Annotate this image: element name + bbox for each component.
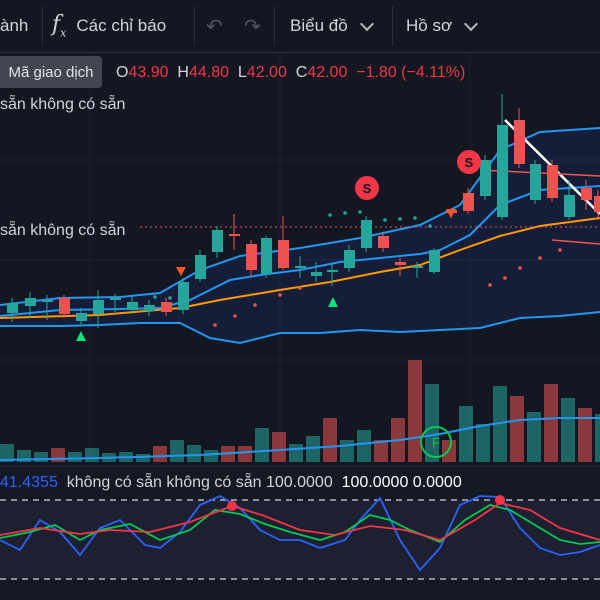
- candle: [581, 180, 592, 210]
- candle: [564, 180, 575, 220]
- sell-signal-triangle[interactable]: [446, 209, 456, 218]
- oscillator-value-blue: 41.4355: [0, 474, 58, 491]
- candle: [278, 216, 289, 270]
- candle: [395, 258, 406, 276]
- candle: [295, 256, 306, 278]
- candle: [178, 278, 189, 314]
- candle: [311, 262, 322, 282]
- candle: [42, 295, 53, 320]
- sell-marker[interactable]: S: [457, 150, 481, 174]
- candle: [59, 295, 70, 318]
- candle: [327, 264, 338, 286]
- function-icon: fx: [52, 12, 67, 40]
- candle: [429, 248, 440, 274]
- signal-circle-marker[interactable]: F: [420, 426, 452, 458]
- top-toolbar: ành fx Các chỉ báo ↶ ↷ Biểu đồ Hồ sơ: [0, 0, 600, 53]
- high-value: 44.80: [188, 64, 229, 81]
- candle: [547, 160, 558, 202]
- svg-text:S: S: [363, 181, 372, 196]
- undo-icon[interactable]: ↶: [206, 15, 223, 38]
- oscillator-peak-marker: [495, 495, 505, 505]
- indicators-button[interactable]: fx Các chỉ báo: [52, 4, 166, 48]
- open-value: 43.90: [128, 64, 169, 81]
- oscillator-peak-marker: [227, 501, 237, 511]
- study-status-2: sẵn không có sẵn: [0, 222, 126, 239]
- profile-menu-button[interactable]: Hồ sơ: [406, 4, 479, 48]
- symbol-button-label: Mã giao dịch: [8, 63, 94, 81]
- oscillator-text-a: không có sẵn không có sẵn 100.0000: [66, 474, 333, 491]
- candle: [497, 94, 508, 220]
- open-key: O: [116, 64, 129, 81]
- high-key: H: [177, 64, 189, 81]
- symbol-button[interactable]: Mã giao dịch: [0, 56, 102, 88]
- candle: [480, 155, 491, 200]
- candle: [7, 298, 18, 322]
- oscillator-green-line: [0, 504, 600, 545]
- toolbar-first-button[interactable]: ành: [0, 4, 28, 48]
- chart-menu-label: Biểu đồ: [290, 16, 348, 35]
- candle: [463, 188, 474, 214]
- study-status-1: sẵn không có sẵn: [0, 96, 126, 113]
- candle: [530, 160, 541, 204]
- candle: [144, 300, 155, 316]
- buy-signal-triangle[interactable]: [76, 331, 86, 341]
- bollinger-middle-line: [0, 185, 600, 317]
- profile-menu-label: Hồ sơ: [406, 16, 453, 35]
- close-key: C: [295, 64, 308, 81]
- close-value: 42.00: [307, 64, 348, 81]
- candle: [110, 294, 121, 312]
- chevron-down-icon: [359, 16, 374, 31]
- candle: [378, 232, 389, 252]
- candle: [361, 216, 372, 252]
- oscillator-legend: 41.4355 không có sẵn không có sẵn 100.00…: [0, 474, 462, 492]
- candle: [76, 308, 87, 326]
- toolbar-separator: [392, 6, 393, 46]
- candle: [195, 250, 206, 282]
- svg-text:S: S: [465, 155, 474, 170]
- candle: [127, 296, 138, 314]
- bollinger-lower-line: [0, 311, 600, 345]
- candle: [261, 236, 272, 278]
- toolbar-separator: [274, 6, 275, 46]
- ohlc-readout: O43.90 H44.80 L42.00 C42.00 −1.80 (−4.11…: [116, 64, 465, 82]
- toolbar-separator: [42, 6, 43, 46]
- sell-signal-triangle[interactable]: [176, 267, 186, 276]
- volume-ma-line: [0, 417, 600, 461]
- candlesticks[interactable]: [7, 94, 600, 328]
- candle: [161, 298, 172, 316]
- candle: [594, 190, 600, 220]
- candle: [514, 108, 525, 168]
- chart-menu-button[interactable]: Biểu đồ: [290, 4, 374, 48]
- svg-text:F: F: [432, 435, 440, 450]
- redo-icon[interactable]: ↷: [244, 15, 261, 38]
- candle: [344, 245, 355, 272]
- candle: [246, 240, 257, 276]
- candle: [229, 214, 240, 250]
- chevron-down-icon: [464, 16, 479, 31]
- candle: [93, 290, 104, 328]
- trend-line-red-2: [551, 239, 600, 245]
- candle: [212, 226, 223, 258]
- candle: [25, 292, 36, 318]
- candle: [412, 262, 423, 278]
- toolbar-first-label: ành: [0, 16, 29, 35]
- buy-signal-triangle[interactable]: [328, 297, 338, 307]
- sell-marker[interactable]: S: [355, 176, 379, 200]
- oscillator-text-b: 100.0000 0.0000: [341, 474, 462, 491]
- change-value: −1.80 (−4.11%): [356, 64, 466, 81]
- indicators-label: Các chỉ báo: [76, 16, 167, 35]
- oscillator-red-line: [0, 502, 600, 541]
- low-key: L: [237, 64, 247, 81]
- bollinger-band-fill: [0, 128, 600, 343]
- low-value: 42.00: [246, 64, 287, 81]
- toolbar-separator: [194, 6, 195, 46]
